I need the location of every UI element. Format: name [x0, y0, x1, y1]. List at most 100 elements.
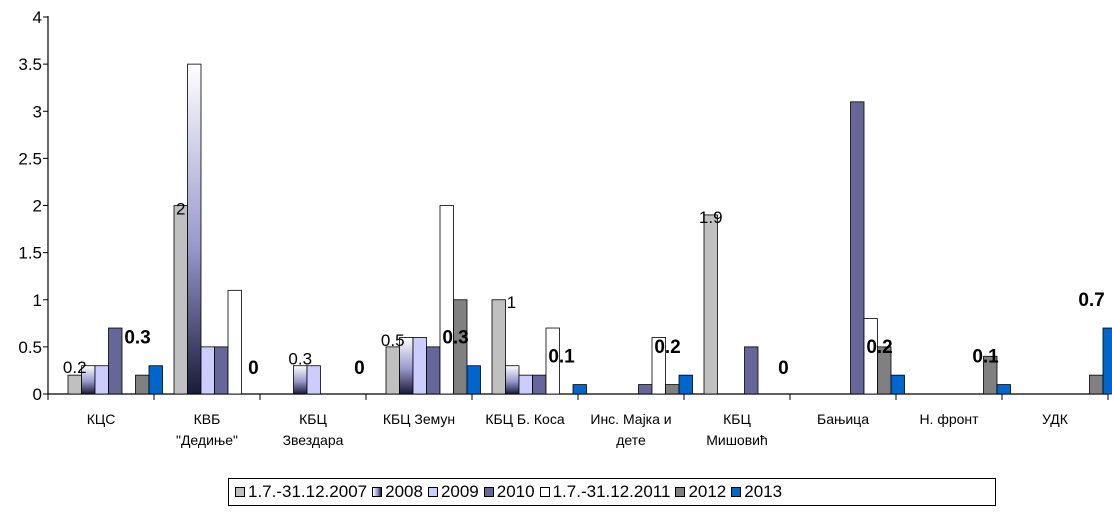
bar	[67, 374, 82, 395]
data-label: 0	[778, 358, 789, 379]
data-label: 0.2	[654, 337, 680, 358]
category-labels: КЦС КВБ "Дедиње" КБЦ Звездара КБЦ Земун КБЦ Б.…	[87, 411, 1069, 448]
bar	[466, 365, 481, 395]
category-label: дете	[616, 432, 646, 448]
legend-label: 1.7.-31.12.2011	[552, 482, 671, 501]
bar	[744, 346, 759, 395]
legend-swatch	[372, 487, 383, 497]
bar	[545, 327, 560, 395]
bar	[983, 355, 998, 395]
category-label: Инс. Мајка и	[590, 411, 671, 427]
legend-swatch	[731, 487, 742, 497]
legend-swatch	[675, 487, 686, 497]
bar	[890, 374, 905, 395]
bar	[108, 327, 123, 395]
legend-item: 2010	[483, 482, 535, 502]
category-label: КЦС	[87, 411, 116, 427]
category-label: КБЦ Б. Коса	[485, 411, 564, 427]
bar	[439, 205, 454, 395]
bar	[214, 346, 229, 395]
data-label: 2	[176, 200, 185, 219]
y-tick-label: 1.5	[18, 244, 42, 263]
category-label: КБЦ	[299, 411, 327, 427]
bar	[412, 337, 427, 395]
bar	[651, 337, 666, 395]
bar	[453, 299, 468, 395]
x-axis	[47, 393, 1109, 400]
legend-swatch	[539, 487, 550, 497]
bar	[518, 374, 533, 395]
bar	[200, 346, 215, 395]
y-tick-label: 0.5	[18, 338, 42, 357]
bar	[491, 299, 506, 395]
legend-label: 2010	[496, 482, 535, 501]
category-label: КВБ	[194, 411, 221, 427]
legend-label: 2013	[744, 482, 783, 501]
data-label: 0.1	[548, 347, 575, 368]
bars	[67, 63, 1112, 395]
data-label: 0.5	[381, 331, 405, 350]
bar	[850, 101, 865, 395]
data-labels: 0.2 0.3 2 0 0.3 0 0.5 0.3 1 0.1 0.2 1.9 0 0.2 0.1 0.7	[63, 200, 1105, 380]
category-label: УДК	[1042, 411, 1069, 427]
category-label: КБЦ Земун	[383, 411, 455, 427]
legend-item: 2009	[427, 482, 479, 502]
legend-item: 2013	[731, 482, 782, 502]
bar	[638, 384, 653, 395]
data-label: 1	[507, 293, 516, 312]
y-tick-label: 2	[33, 197, 42, 216]
bar	[293, 365, 308, 395]
legend-item: 1.7.-31.12.2007	[235, 482, 367, 502]
legend-item: 2008	[372, 482, 423, 502]
data-label: 1.9	[699, 208, 723, 227]
data-label: 0.2	[866, 337, 892, 358]
bar	[135, 374, 150, 395]
category-label: Бањица	[817, 411, 869, 427]
y-tick-label: 2.5	[18, 149, 42, 168]
bar	[678, 374, 693, 395]
bar	[532, 374, 547, 395]
bar	[1089, 374, 1104, 395]
legend-swatch	[483, 487, 494, 497]
legend: 1.7.-31.12.2007 2008 2009 2010 1.7.-31.12.20…	[228, 478, 996, 506]
legend-label: 2008	[385, 482, 423, 501]
bar	[94, 365, 109, 395]
y-tick-label: 1	[33, 291, 42, 310]
bar	[703, 214, 718, 395]
bar	[1102, 327, 1112, 395]
bar	[665, 384, 680, 395]
bar	[385, 346, 400, 395]
bar	[877, 346, 892, 395]
category-label: Н. фронт	[919, 411, 979, 427]
bar	[148, 365, 163, 395]
bar	[505, 365, 520, 395]
y-tick-label: 3.5	[18, 55, 42, 74]
bar	[572, 384, 587, 395]
bar	[187, 63, 202, 395]
y-axis: 0 0.5 1 1.5 2 2.5 3 3.5 4	[18, 8, 49, 404]
legend-label: 2009	[440, 482, 479, 501]
category-label: КБЦ	[723, 411, 751, 427]
bar	[227, 289, 242, 395]
y-tick-label: 0	[33, 385, 42, 404]
data-label: 0	[354, 358, 365, 379]
data-label: 0.3	[124, 328, 150, 349]
data-label: 0.3	[288, 350, 312, 369]
bar	[996, 384, 1011, 395]
y-tick-label: 3	[33, 102, 42, 121]
y-tick-label: 4	[33, 8, 42, 27]
legend-label: 1.7.-31.12.2007	[248, 482, 368, 501]
bar	[173, 205, 188, 395]
legend-swatch	[235, 487, 245, 497]
bar	[306, 365, 321, 395]
category-label: Мишовић	[706, 432, 768, 448]
data-label: 0.2	[63, 358, 87, 377]
data-label: 0.3	[442, 328, 468, 349]
category-label: "Дедиње"	[176, 432, 238, 448]
legend-item: 1.7.-31.12.2011	[539, 482, 671, 502]
data-label: 0.7	[1078, 290, 1104, 311]
category-label: Звездара	[283, 432, 344, 448]
legend-item: 2012	[675, 482, 726, 502]
data-label: 0.1	[972, 347, 999, 368]
